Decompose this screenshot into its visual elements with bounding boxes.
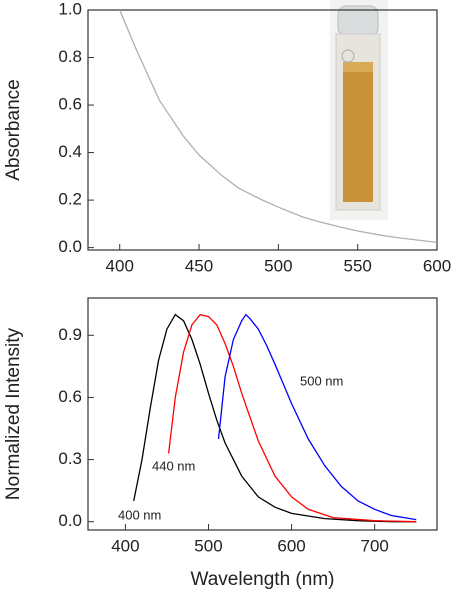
- x-tick-label: 500: [264, 256, 292, 275]
- y-tick-label: 0.4: [58, 142, 82, 161]
- line: [217, 313, 417, 521]
- line: [133, 313, 417, 523]
- series-label: 400 nm: [118, 507, 161, 522]
- x-tick-label: 450: [185, 256, 213, 275]
- y-tick-label: 0.9: [58, 325, 82, 344]
- x-tick-label: 500: [194, 536, 222, 555]
- series-label: 440 nm: [152, 458, 195, 473]
- y-tick-label: 0.8: [58, 47, 82, 66]
- x-tick-label: 600: [423, 256, 451, 275]
- line: [119, 9, 438, 244]
- series-label: 500 nm: [300, 373, 343, 388]
- y-tick-label: 0.6: [58, 387, 82, 406]
- plot-frame: [87, 9, 438, 251]
- x-axis-label: Wavelength (nm): [191, 569, 335, 590]
- x-tick-label: 550: [343, 256, 371, 275]
- y-tick-label: 0.0: [58, 511, 82, 530]
- x-tick-label: 700: [360, 536, 388, 555]
- cuvette-photo: [330, 0, 388, 220]
- y-tick-label: 0.6: [58, 95, 82, 114]
- y-tick-label: 0.3: [58, 449, 82, 468]
- x-tick-label: 400: [106, 256, 134, 275]
- y-tick-label: 0.2: [58, 190, 82, 209]
- plot-frame: [87, 297, 438, 531]
- y-axis-label: Absorbance: [3, 79, 24, 180]
- x-tick-label: 600: [277, 536, 305, 555]
- x-tick-label: 400: [111, 536, 139, 555]
- y-axis-label: Normalized Intensity: [3, 327, 24, 500]
- y-tick-label: 0.0: [58, 237, 82, 256]
- y-tick-label: 1.0: [58, 0, 82, 18]
- line: [167, 313, 417, 523]
